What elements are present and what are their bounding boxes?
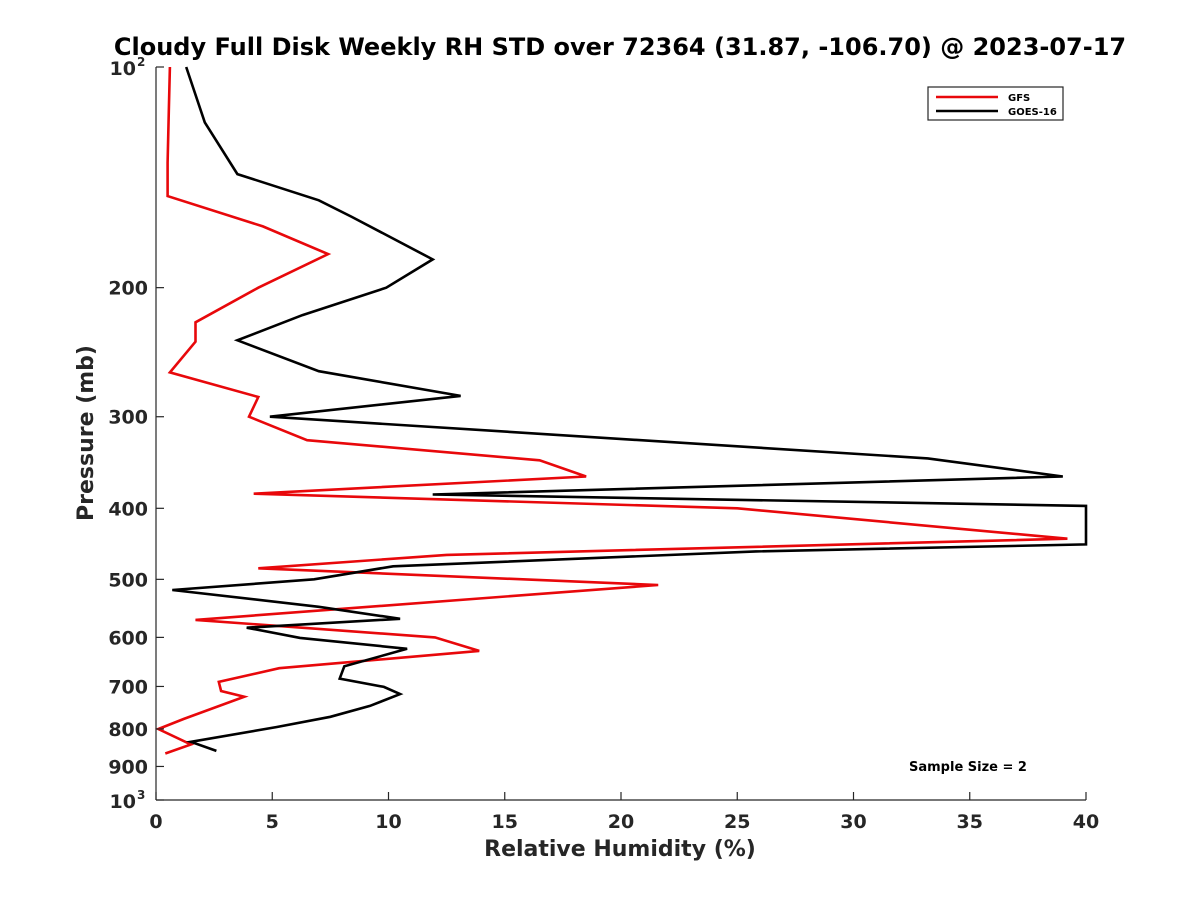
y-tick-label: 600	[108, 627, 148, 649]
x-tick-label: 35	[957, 811, 983, 833]
sample-size-annotation: Sample Size = 2	[909, 760, 1027, 775]
plot-area	[155, 66, 1088, 755]
series-line-gfs	[155, 66, 1068, 755]
y-tick-label: 900	[108, 756, 148, 778]
x-tick-label: 15	[492, 811, 518, 833]
y-axis-label: Pressure (mb)	[74, 345, 99, 521]
y-tick-label: 300	[108, 407, 148, 429]
y-tick-label: 500	[108, 569, 148, 591]
x-tick-label: 0	[149, 811, 162, 833]
x-axis-label: Relative Humidity (%)	[484, 837, 756, 862]
x-tick-label: 10	[375, 811, 401, 833]
chart-title: Cloudy Full Disk Weekly RH STD over 7236…	[114, 33, 1126, 61]
y-tick-label: 700	[108, 676, 148, 698]
legend: GFS GOES-16	[927, 86, 1064, 121]
y-tick-label: 200	[108, 278, 148, 300]
y-tick-label: 10	[110, 791, 136, 813]
legend-label: GFS	[1008, 93, 1030, 104]
x-tick-label: 5	[266, 811, 279, 833]
y-tick-exponent: 3	[137, 788, 145, 802]
x-tick-label: 25	[724, 811, 750, 833]
x-tick-label: 40	[1073, 811, 1099, 833]
y-tick-label: 10	[110, 58, 136, 80]
y-tick-label: 400	[108, 498, 148, 520]
series-line-goes-16	[172, 66, 1088, 753]
y-tick-exponent: 2	[137, 55, 145, 69]
x-tick-label: 30	[840, 811, 866, 833]
legend-box	[927, 86, 1064, 121]
y-tick-label: 800	[108, 719, 148, 741]
x-tick-label: 20	[608, 811, 634, 833]
legend-label: GOES-16	[1008, 107, 1057, 118]
